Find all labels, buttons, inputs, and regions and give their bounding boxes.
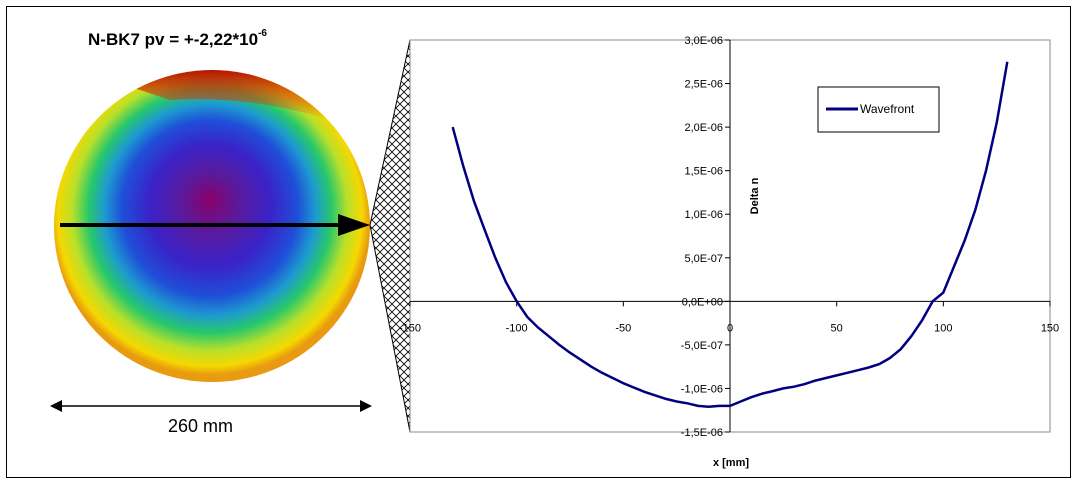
diameter-arrow (60, 214, 370, 236)
wafer-title-exponent: -6 (258, 28, 267, 40)
x-tick-label: 150 (1041, 322, 1059, 334)
x-tick-label: 0 (727, 322, 733, 334)
y-axis-title: Delta n (749, 177, 761, 214)
wafer-title: N-BK7 pv = +-2,22*10-6 (88, 28, 267, 50)
x-tick-label: -150 (399, 322, 421, 334)
diameter-label: 260 mm (168, 416, 234, 436)
y-tick-label: 3,0E-06 (684, 35, 723, 47)
legend-label: Wavefront (860, 102, 915, 116)
y-tick-label: 2,5E-06 (684, 79, 723, 91)
wafer-title-text: N-BK7 pv = +-2,22*10 (88, 30, 259, 49)
x-tick-label: -50 (615, 322, 631, 334)
y-tick-label: -1,5E-06 (681, 427, 723, 439)
series-line-wavefront (451, 61, 1009, 408)
y-tick-labels: 3,0E-06 2,5E-06 2,0E-06 1,5E-06 1,0E-06 5,0E-… (681, 35, 730, 439)
x-axis-title: x [mm] (713, 457, 749, 469)
x-tick-label: 100 (934, 322, 952, 334)
x-tick-labels: -150 -100 -50 0 50 100 150 (399, 301, 1059, 334)
y-tick-label: 0,0E+00 (682, 296, 723, 308)
x-tick-label: -100 (506, 322, 528, 334)
legend: Wavefront (817, 86, 940, 133)
y-tick-label: 2,0E-06 (684, 122, 723, 134)
dimension-arrow (50, 400, 372, 412)
y-tick-label: 5,0E-07 (684, 253, 723, 265)
y-tick-label: 1,5E-06 (684, 166, 723, 178)
y-tick-label: -5,0E-07 (681, 340, 723, 352)
y-tick-label: 1,0E-06 (684, 209, 723, 221)
zoom-hatch (369, 39, 411, 433)
x-tick-label: 50 (831, 322, 843, 334)
y-tick-label: -1,0E-06 (681, 383, 723, 395)
wavefront-chart: -150 -100 -50 0 50 100 150 3,0E-06 2,5E-06 2,0E-… (399, 35, 1059, 469)
